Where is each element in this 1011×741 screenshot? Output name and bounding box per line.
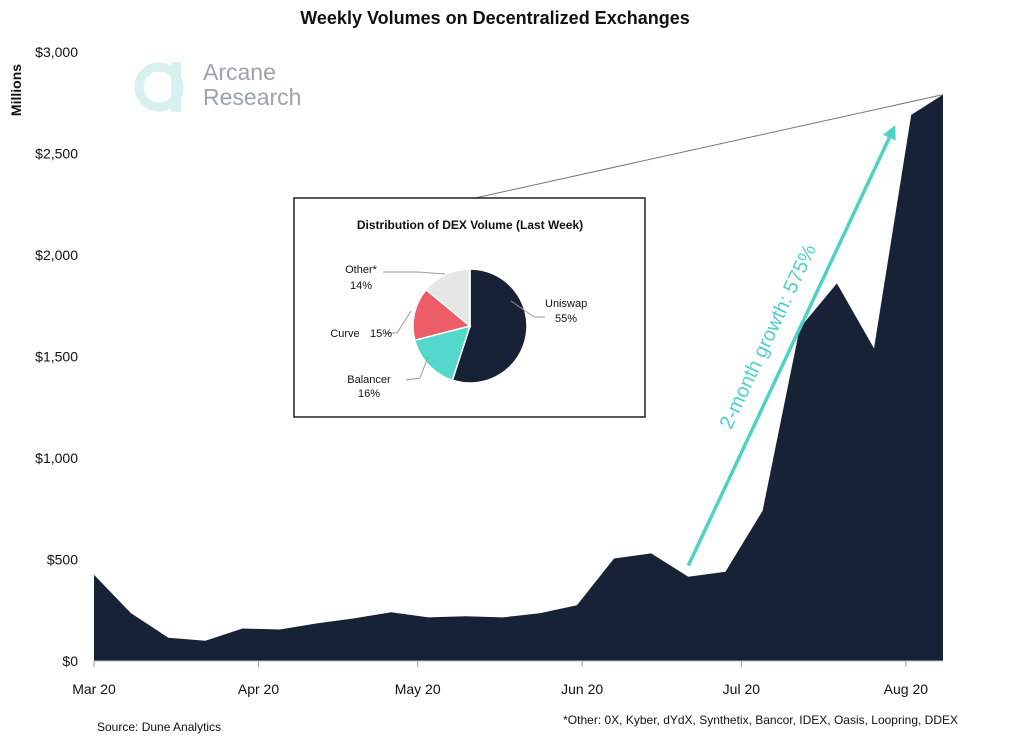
leader-curve: [385, 310, 412, 334]
inset-title: Distribution of DEX Volume (Last Week): [357, 218, 583, 232]
y-tick-label: $1,500: [35, 349, 78, 365]
growth-arrow: [686, 125, 896, 567]
leader-uniswap: [510, 300, 545, 318]
pie-label-balancer-pct: 16%: [358, 388, 380, 400]
pie-label-other-pct: 14%: [350, 280, 372, 292]
pie-label-balancer-name: Balancer: [347, 374, 391, 386]
pie-slice-uniswap: [451, 268, 528, 384]
y-tick-label: $1,000: [35, 450, 78, 466]
logo-line2: Research: [203, 84, 301, 110]
pie-label-uniswap-pct: 55%: [555, 313, 577, 325]
x-tick-label: Apr 20: [238, 681, 279, 697]
inset-connector-line: [474, 94, 944, 199]
y-tick-label: $2,500: [35, 146, 78, 162]
pie-layer: [412, 268, 528, 384]
y-tick-label: $0: [62, 653, 78, 669]
growth-arrow-shaft: [686, 137, 891, 567]
growth-arrow-head-icon: [882, 125, 896, 141]
x-tick-label: Aug 20: [884, 681, 929, 697]
x-tick-label: Mar 20: [72, 681, 116, 697]
y-axis-label: Millions: [8, 64, 24, 116]
other-footnote: *Other: 0X, Kyber, dYdX, Synthetix, Banc…: [563, 713, 958, 727]
volume-area: [94, 94, 943, 662]
y-tick-label: $500: [47, 552, 78, 568]
leader-balancer: [405, 356, 429, 381]
pie-leader-lines: [383, 271, 545, 381]
x-axis-ticks: Mar 20 Apr 20 May 20 Jun 20 Jul 20 Aug 20: [72, 661, 928, 697]
leader-other: [383, 271, 446, 275]
chart-title: Weekly Volumes on Decentralized Exchange…: [300, 8, 689, 28]
y-tick-label: $3,000: [35, 44, 78, 60]
pie-slice-balancer: [413, 324, 472, 382]
x-tick-label: Jun 20: [561, 681, 603, 697]
arcane-research-logo: Arcane Research: [134, 59, 301, 112]
pie-label-uniswap-name: Uniswap: [545, 298, 587, 310]
x-tick-label: Jul 20: [723, 681, 761, 697]
pie-label-other-name: Other*: [345, 264, 378, 276]
x-tick-label: May 20: [395, 681, 441, 697]
logo-stem-icon: [171, 62, 181, 112]
y-tick-label: $2,000: [35, 247, 78, 263]
pie-slice-curve: [412, 288, 472, 342]
inset-pie-chart: Distribution of DEX Volume (Last Week) U…: [293, 197, 646, 418]
area-layer: [94, 94, 943, 662]
source-note: Source: Dune Analytics: [97, 720, 221, 734]
pie-label-curve-pct: 15%: [370, 328, 392, 340]
pie-label-curve-name: Curve: [330, 328, 359, 340]
logo-line1: Arcane: [203, 59, 276, 85]
pie-slice-other: [425, 268, 471, 328]
y-axis-ticks: $0 $500 $1,000 $1,500 $2,000 $2,500 $3,000: [35, 44, 78, 669]
